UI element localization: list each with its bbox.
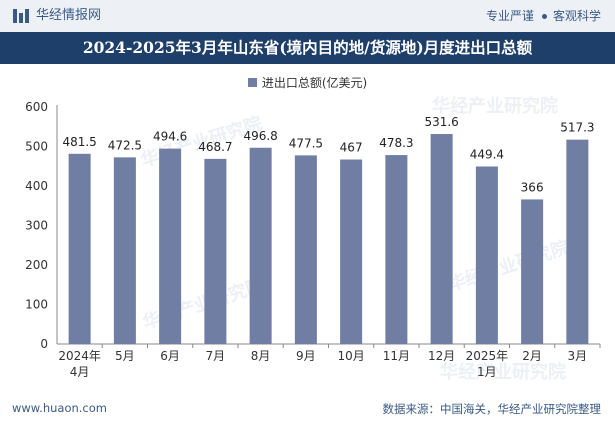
data-label: 478.3 (379, 136, 413, 150)
x-tick-label: 4月 (70, 365, 90, 379)
y-tick-label: 500 (25, 140, 48, 154)
data-label: 449.4 (470, 147, 504, 161)
logo-icon (13, 9, 29, 23)
data-label: 468.7 (198, 140, 232, 154)
bar (430, 134, 453, 344)
y-tick-label: 600 (25, 100, 48, 114)
x-tick-label: 2025年 (466, 349, 509, 363)
y-tick-label: 300 (25, 219, 48, 233)
legend-swatch (247, 78, 257, 87)
footer-source: 数据来源：中国海关，华经产业研究院整理 (382, 402, 602, 416)
data-label: 366 (521, 180, 544, 194)
y-tick-label: 0 (40, 337, 48, 351)
y-tick-label: 100 (25, 298, 48, 312)
title-bar: 2024-2025年3月年山东省(境内目的地/货源地)月度进出口总额 (0, 32, 615, 64)
chart-legend: 进出口总额(亿美元) (0, 74, 615, 91)
data-label: 496.8 (243, 129, 277, 143)
x-tick-label: 3月 (568, 349, 588, 363)
x-tick-label: 1月 (477, 365, 497, 379)
data-label: 517.3 (560, 121, 594, 135)
bar (521, 199, 544, 344)
slogan-professional: 专业严谨 (485, 9, 534, 23)
bar (385, 155, 408, 344)
bar (340, 159, 363, 344)
bar (475, 166, 498, 344)
bar (294, 155, 317, 344)
x-tick-label: 12月 (428, 349, 455, 363)
bar (566, 139, 589, 344)
x-tick-label: 7月 (206, 349, 226, 363)
bar (204, 158, 227, 344)
site-name: 华经情报网 (36, 8, 102, 23)
watermark: 华经产业研究院 (440, 362, 566, 383)
slogan-objective: 客观科学 (552, 9, 601, 23)
slogan: 专业严谨 客观科学 (486, 9, 601, 23)
x-tick-label: 2024年 (58, 349, 101, 363)
legend-label: 进出口总额(亿美元) (261, 76, 368, 90)
y-tick-label: 200 (25, 258, 48, 272)
x-tick-label: 2月 (522, 349, 542, 363)
data-label: 481.5 (62, 135, 96, 149)
x-tick-label: 10月 (337, 349, 364, 363)
bullet-dot-icon (541, 13, 547, 19)
watermark: 华经产业研究院 (432, 96, 558, 117)
bar (113, 157, 136, 344)
footer-url[interactable]: www.huaon.com (12, 401, 107, 415)
top-bar: 华经情报网 专业严谨 客观科学 (0, 0, 615, 32)
bar (249, 147, 272, 344)
x-tick-label: 9月 (296, 349, 316, 363)
x-tick-label: 8月 (251, 349, 271, 363)
x-tick-label: 6月 (160, 349, 180, 363)
y-tick-label: 400 (25, 179, 48, 193)
x-tick-label: 5月 (115, 349, 135, 363)
data-label: 477.5 (289, 136, 323, 150)
chart-title: 2024-2025年3月年山东省(境内目的地/货源地)月度进出口总额 (82, 38, 533, 57)
data-label: 531.6 (424, 115, 458, 129)
x-tick-label: 11月 (383, 349, 410, 363)
bar (68, 153, 91, 344)
data-label: 472.5 (108, 138, 142, 152)
brand[interactable]: 华经情报网 (12, 8, 101, 24)
bar (159, 148, 182, 344)
data-label: 467 (340, 141, 363, 155)
data-label: 494.6 (153, 130, 187, 144)
